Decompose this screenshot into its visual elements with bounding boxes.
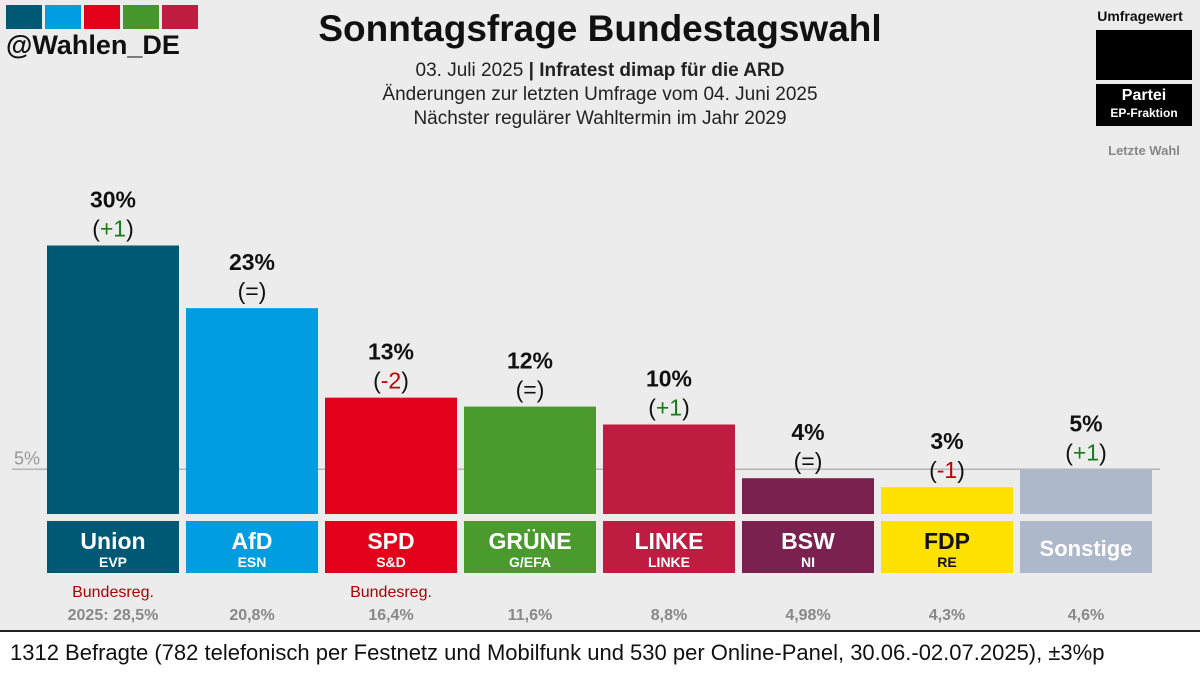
change-label: (-1) xyxy=(929,457,965,483)
legend-fraction-label: EP-Fraktion xyxy=(1110,106,1178,120)
party-box-grüne xyxy=(464,521,596,573)
footer: 1312 Befragte (782 telefonisch per Festn… xyxy=(0,630,1200,677)
party-name: BSW xyxy=(781,528,835,554)
legend-title: Umfragewert xyxy=(1097,8,1183,24)
change-label: (+1) xyxy=(92,216,134,242)
legend-value-box xyxy=(1096,30,1192,80)
value-label: 12% xyxy=(507,348,553,374)
last-election-value: 16,4% xyxy=(368,607,413,624)
value-label: 13% xyxy=(368,339,414,365)
party-fraction: LINKE xyxy=(648,554,690,570)
value-label: 3% xyxy=(930,428,963,454)
bar-spd xyxy=(325,397,457,514)
footer-sample-info: 1312 Befragte (782 telefonisch per Festn… xyxy=(10,640,1105,665)
last-election-value: 8,8% xyxy=(651,607,687,624)
party-fraction: RE xyxy=(937,554,956,570)
last-election-value: 11,6% xyxy=(508,607,552,624)
separator: | xyxy=(528,60,534,81)
subtitle-changes: Änderungen zur letzten Umfrage vom 04. J… xyxy=(382,84,818,105)
party-box-afd xyxy=(186,521,318,573)
legend-party-box: Partei EP-Fraktion xyxy=(1096,84,1192,126)
last-election-value: 4,6% xyxy=(1068,607,1104,624)
party-name: LINKE xyxy=(635,528,704,554)
value-label: 5% xyxy=(1069,410,1102,436)
party-name: SPD xyxy=(367,528,414,554)
party-box-union xyxy=(47,521,179,573)
bar-grüne xyxy=(464,406,596,514)
logo-swatch xyxy=(162,5,198,29)
party-box-bsw xyxy=(742,521,874,573)
change-label: (-2) xyxy=(373,368,409,394)
party-box-fdp xyxy=(881,521,1013,573)
last-election-value: 20,8% xyxy=(229,607,274,624)
party-name: Sonstige xyxy=(1040,536,1133,561)
subtitle-date-institute: 03. Juli 2025 | Infratest dimap für die … xyxy=(0,60,1200,82)
legend-last-election: Letzte Wahl xyxy=(1108,143,1180,158)
party-name: Union xyxy=(80,528,145,554)
party-fraction: ESN xyxy=(238,554,267,570)
logo-swatch xyxy=(84,5,120,29)
bar-afd xyxy=(186,308,318,514)
party-fraction: EVP xyxy=(99,554,127,570)
chart-title: Sonntagsfrage Bundestagswahl xyxy=(318,8,882,49)
value-label: 23% xyxy=(229,249,275,275)
logo-swatch xyxy=(6,5,42,29)
party-fraction: NI xyxy=(801,554,815,570)
logo-color-bar xyxy=(6,5,198,29)
party-box-linke xyxy=(603,521,735,573)
logo-swatch xyxy=(45,5,81,29)
party-name: FDP xyxy=(924,528,970,554)
poll-institute: Infratest dimap für die ARD xyxy=(539,60,785,81)
party-fraction: S&D xyxy=(376,554,406,570)
legend-party-label: Partei xyxy=(1121,87,1167,104)
change-label: (+1) xyxy=(648,395,690,421)
party-box-spd xyxy=(325,521,457,573)
party-name: AfD xyxy=(232,528,273,554)
subtitle-next-election: Nächster regulärer Wahltermin im Jahr 20… xyxy=(413,108,787,129)
bar-linke xyxy=(603,424,735,514)
bar-bsw xyxy=(742,478,874,514)
government-label: Bundesreg. xyxy=(350,584,432,601)
value-label: 4% xyxy=(791,419,824,445)
bar-fdp xyxy=(881,487,1013,514)
value-label: 30% xyxy=(90,187,136,213)
party-name: GRÜNE xyxy=(488,528,571,554)
last-election-value: 4,98% xyxy=(785,607,830,624)
change-label: (=) xyxy=(794,448,823,474)
last-election-value: 4,3% xyxy=(929,607,965,624)
party-box-sonstige xyxy=(1020,521,1152,573)
bar-union xyxy=(47,245,179,514)
party-fraction: G/EFA xyxy=(509,554,551,570)
bar-sonstige xyxy=(1020,469,1152,514)
poll-date: 03. Juli 2025 xyxy=(415,60,524,81)
government-label: Bundesreg. xyxy=(72,584,154,601)
value-label: 10% xyxy=(646,366,692,392)
change-label: (=) xyxy=(516,377,545,403)
last-election-value: 2025: 28,5% xyxy=(68,607,159,624)
account-handle: @Wahlen_DE xyxy=(6,30,180,60)
change-label: (+1) xyxy=(1065,439,1107,465)
reference-line-label: 5% xyxy=(14,448,40,468)
logo-swatch xyxy=(123,5,159,29)
change-label: (=) xyxy=(238,278,267,304)
